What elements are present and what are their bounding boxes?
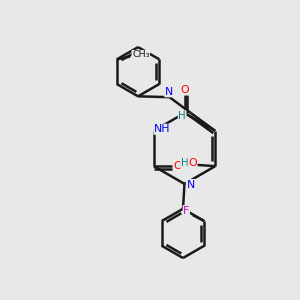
Text: NH: NH <box>154 124 170 134</box>
Text: N: N <box>165 87 173 97</box>
Text: H: H <box>178 111 186 121</box>
Text: O: O <box>188 158 197 168</box>
Text: F: F <box>183 206 189 216</box>
Text: CH₃: CH₃ <box>132 50 149 59</box>
Text: H: H <box>181 158 188 168</box>
Text: O: O <box>181 85 189 95</box>
Text: N: N <box>186 179 195 190</box>
Text: O: O <box>173 160 182 171</box>
